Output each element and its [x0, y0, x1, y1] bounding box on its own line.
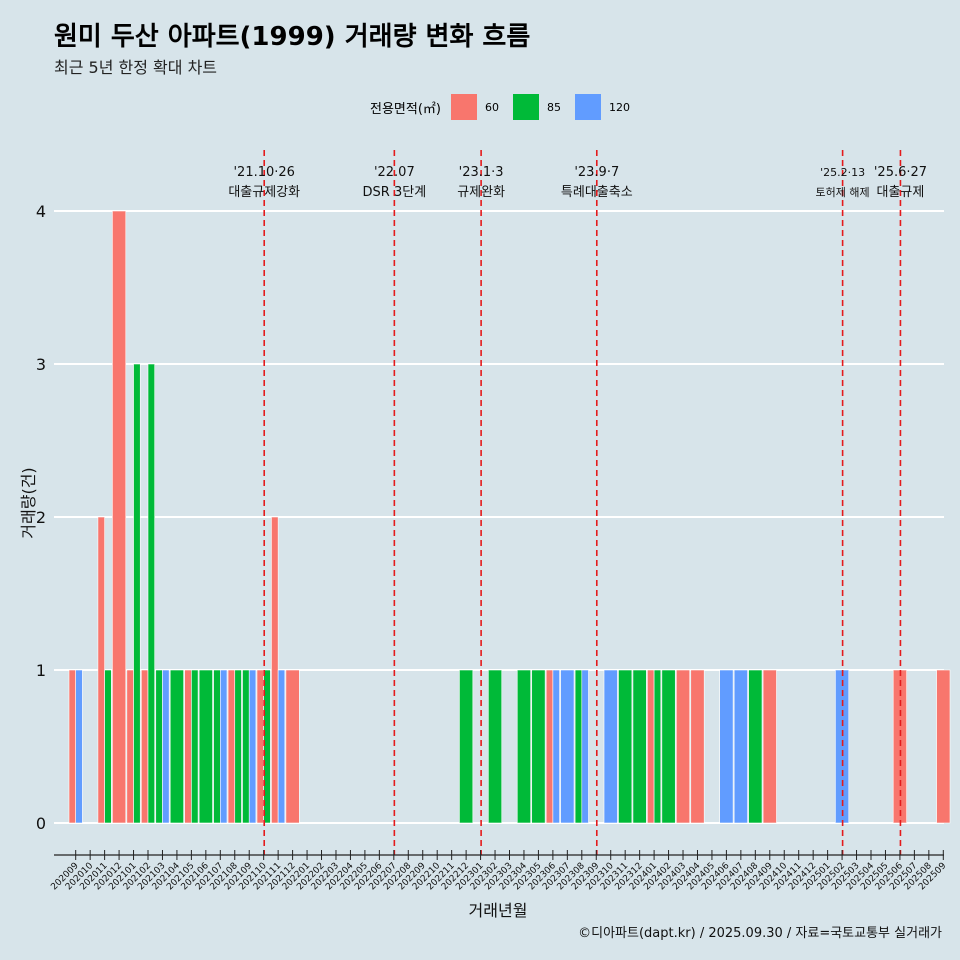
- bar-202308-85: [574, 669, 583, 824]
- bar-202306-60: [545, 669, 554, 824]
- event-date-label: '21.10·26: [233, 165, 294, 180]
- bar-202105-85: [191, 669, 199, 824]
- bar-202409-60: [762, 669, 777, 824]
- bar-202012-60: [112, 210, 127, 824]
- bar-202402-85: [661, 669, 676, 824]
- bar-202104-85: [169, 669, 184, 824]
- bar-202304-85: [516, 669, 531, 824]
- y-tick-label: 4: [36, 202, 46, 221]
- y-tick-label: 3: [36, 355, 46, 374]
- bar-202108-60: [227, 669, 236, 824]
- legend-swatch-85: [512, 94, 539, 120]
- bar-202009-120: [75, 669, 83, 824]
- bar-202102-85: [147, 363, 155, 824]
- bar-202401-85: [653, 669, 662, 824]
- bar-202011-85: [104, 669, 112, 824]
- bar-202103-85: [155, 669, 163, 824]
- bar-202311-85: [618, 669, 633, 824]
- bar-202009-60: [68, 669, 76, 824]
- bar-202103-120: [162, 669, 170, 824]
- bar-202111-120: [277, 669, 286, 824]
- event-date-label: '23.9·7: [574, 165, 619, 180]
- event-name-label: 규제완화: [457, 185, 505, 200]
- source-caption: ©디아파트(dapt.kr) / 2025.09.30 / 자료=국토교통부 실…: [578, 926, 942, 941]
- bar-202408-85: [748, 669, 763, 824]
- bar-202011-60: [97, 516, 105, 824]
- legend-label-60: 60: [484, 100, 499, 114]
- legend-swatch-60: [450, 94, 477, 120]
- bar-202404-60: [690, 669, 705, 824]
- y-tick-label: 1: [36, 661, 46, 680]
- legend-item-60: 60: [450, 94, 499, 120]
- legend-item-85: 85: [512, 94, 561, 120]
- bar-202403-60: [676, 669, 691, 824]
- bar-202406-120: [719, 669, 734, 824]
- legend-label-85: 85: [546, 100, 561, 114]
- bar-202401-60: [647, 669, 655, 824]
- bar-202308-120: [581, 669, 589, 824]
- x-axis-title: 거래년월: [469, 901, 528, 920]
- legend-label-120: 120: [608, 100, 630, 114]
- event-name-label: 토허제 해제: [816, 185, 870, 199]
- bar-202109-85: [242, 669, 250, 824]
- bar-202106-85: [198, 669, 213, 824]
- bar-202310-120: [603, 669, 618, 824]
- y-tick-label: 2: [36, 508, 46, 527]
- y-tick-label: 0: [36, 814, 46, 833]
- bar-202101-85: [133, 363, 141, 824]
- bar-202306-120: [552, 669, 560, 824]
- chart-subtitle: 최근 5년 한정 확대 차트: [54, 58, 218, 77]
- bar-202212-85: [459, 669, 474, 824]
- bar-202407-120: [733, 669, 748, 824]
- bar-202302-85: [488, 669, 503, 824]
- legend: 전용면적(㎡) 60 85 120: [370, 93, 644, 121]
- bar-202110-60: [256, 669, 264, 824]
- event-date-label: '22.07: [374, 165, 415, 180]
- bar-202101-60: [126, 669, 134, 824]
- event-name-label: DSR 3단계: [363, 185, 427, 200]
- event-date-label: '25.6·27: [874, 165, 927, 180]
- bar-202109-120: [248, 669, 257, 824]
- event-date-label: '25.2·13: [820, 166, 865, 179]
- bar-202102-60: [141, 669, 149, 824]
- event-name-label: 대출규제: [877, 185, 925, 200]
- bar-202105-60: [184, 669, 192, 824]
- bar-202110-85: [263, 669, 271, 824]
- event-name-label: 대출규제강화: [228, 185, 300, 200]
- event-name-label: 특례대출축소: [561, 185, 633, 200]
- bar-202108-85: [234, 669, 242, 824]
- chart-title: 원미 두산 아파트(1999) 거래량 변화 흐름: [54, 22, 531, 52]
- legend-swatch-120: [574, 94, 601, 120]
- legend-item-120: 120: [574, 94, 630, 120]
- bar-202307-120: [560, 669, 575, 824]
- bar-202305-85: [531, 669, 546, 824]
- bar-202107-120: [220, 669, 228, 824]
- bar-202111-60: [271, 516, 279, 824]
- bar-202112-60: [285, 669, 300, 824]
- bar-202107-85: [213, 669, 221, 824]
- event-date-label: '23.1·3: [459, 165, 504, 180]
- legend-title: 전용면적(㎡): [370, 101, 441, 117]
- bar-202509-60: [936, 669, 951, 824]
- y-axis-title: 거래량(건): [19, 467, 38, 538]
- bar-202312-85: [632, 669, 647, 824]
